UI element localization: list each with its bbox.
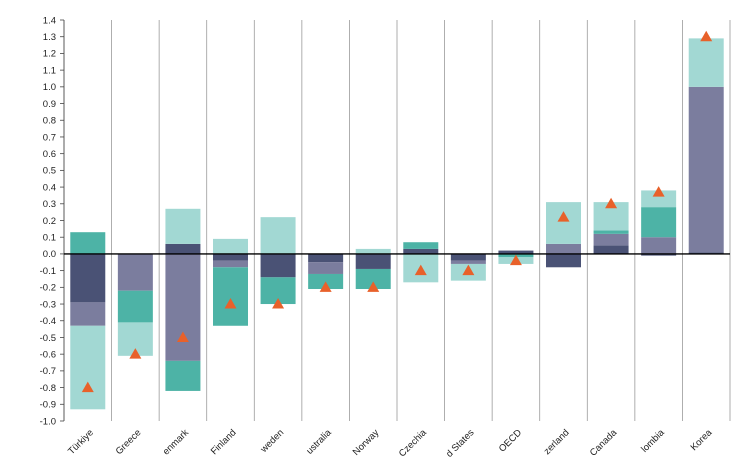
bar-segment-2 (450, 260, 486, 264)
total-marker (81, 381, 94, 393)
total-marker (700, 30, 713, 42)
bar-segment-1 (688, 252, 724, 254)
bar-segment-1 (403, 248, 439, 254)
bar-segment-1 (308, 253, 344, 263)
y-tick-label: -0.1 (40, 266, 56, 277)
bar-segment-3 (213, 267, 248, 326)
y-tick-label: 0.6 (43, 149, 56, 160)
category-label: enmark (161, 427, 191, 457)
bar-segment-3 (355, 268, 391, 290)
y-tick-label: 0.0 (43, 249, 56, 260)
category-label: Czechia (397, 427, 430, 460)
bar-segment-1 (355, 253, 391, 269)
total-marker (557, 211, 570, 222)
y-tick-label: 0.1 (43, 233, 56, 244)
category-label: OECD (497, 427, 524, 454)
bar-segment-4 (355, 248, 391, 254)
y-tick-label: -0.7 (40, 366, 56, 377)
bar-segment-1 (450, 253, 486, 261)
bar-segment-1 (260, 253, 296, 278)
total-marker (129, 348, 142, 359)
category-label: Canada (588, 427, 620, 459)
y-tick-label: 1.2 (43, 49, 56, 60)
bar-segment-4 (641, 190, 677, 208)
y-tick-label: -0.5 (40, 333, 56, 344)
bar-segment-1 (213, 253, 248, 261)
bar-segment-1 (593, 245, 629, 254)
bar-segment-3 (70, 232, 106, 254)
y-tick-label: 1.1 (43, 65, 56, 76)
y-tick-label: 0.9 (43, 99, 56, 110)
bar-segment-1 (498, 250, 534, 254)
category-label: weden (258, 427, 286, 455)
bar-segment-3 (593, 230, 629, 234)
bar-segment-2 (308, 262, 344, 274)
category-label: Greece (114, 427, 144, 457)
bar-segment-4 (213, 238, 248, 254)
y-tick-label: -0.2 (40, 283, 56, 294)
y-tick-label: -1.0 (40, 416, 56, 427)
y-tick-label: 1.0 (43, 82, 56, 93)
bar-segment-1 (70, 253, 106, 303)
total-marker (319, 281, 332, 292)
total-marker (224, 298, 237, 309)
y-tick-label: -0.3 (40, 299, 56, 310)
bar-segment-3 (641, 207, 677, 238)
bar-segment-4 (165, 208, 201, 244)
y-tick-label: 1.4 (43, 15, 56, 26)
bar-segment-4 (688, 38, 724, 87)
bar-segment-1 (165, 243, 201, 254)
bar-segment-2 (117, 253, 153, 291)
y-tick-label: -0.4 (40, 316, 56, 327)
category-label: ustralia (304, 427, 334, 457)
bar-segment-4 (70, 325, 106, 410)
category-label: zerland (542, 427, 572, 457)
bar-segment-4 (546, 202, 581, 244)
y-tick-label: 0.7 (43, 132, 56, 143)
y-tick-label: 0.2 (43, 216, 56, 227)
bar-segment-2 (546, 243, 581, 254)
y-tick-label: 0.3 (43, 199, 56, 210)
y-tick-label: 0.5 (43, 166, 56, 177)
category-label: Türkiye (66, 427, 96, 457)
bar-segment-2 (70, 302, 106, 326)
total-marker (462, 264, 475, 276)
total-marker (176, 331, 189, 342)
bar-segment-3 (165, 360, 201, 391)
bar-segment-1 (641, 253, 677, 256)
total-marker (652, 186, 665, 197)
bar-segment-3 (117, 290, 153, 323)
y-tick-label: -0.6 (40, 349, 56, 360)
bar-segment-2 (593, 233, 629, 246)
y-tick-label: -0.8 (40, 383, 56, 394)
total-marker (605, 197, 618, 209)
bar-segment-3 (403, 242, 439, 249)
category-label: d States (444, 427, 477, 460)
bar-segment-2 (641, 237, 677, 254)
total-marker (367, 281, 380, 292)
total-marker (509, 254, 522, 266)
category-label: Korea (689, 427, 715, 453)
y-tick-label: 0.4 (43, 182, 56, 193)
category-label: Norway (351, 427, 382, 458)
bar-segment-1 (546, 253, 581, 268)
y-tick-label: -0.9 (40, 400, 56, 411)
bar-segment-2 (165, 253, 201, 361)
bar-segment-2 (688, 86, 724, 253)
bar-segment-4 (260, 217, 296, 254)
category-label: Finland (209, 427, 239, 457)
category-label: lombia (639, 427, 667, 455)
bar-segment-2 (213, 260, 248, 268)
y-tick-label: 0.8 (43, 116, 56, 127)
y-tick-label: 1.3 (43, 32, 56, 43)
total-marker (272, 298, 285, 309)
total-marker (414, 264, 427, 276)
